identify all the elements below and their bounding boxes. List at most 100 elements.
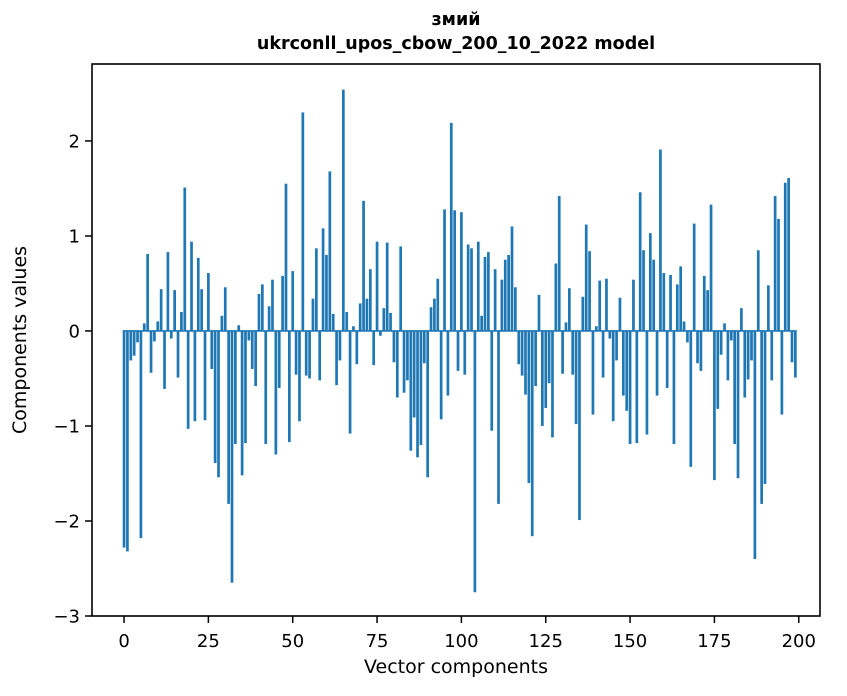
bar xyxy=(662,273,666,331)
bar xyxy=(706,290,710,331)
bar xyxy=(527,330,531,483)
bar xyxy=(126,330,129,552)
x-tick-label: 75 xyxy=(366,631,389,652)
bar xyxy=(773,196,777,331)
bar xyxy=(551,330,554,438)
bar xyxy=(267,306,271,331)
x-tick-label: 0 xyxy=(118,631,129,652)
bar xyxy=(783,182,787,331)
bar xyxy=(453,210,456,331)
bar xyxy=(207,273,210,331)
bar xyxy=(753,330,757,559)
bar xyxy=(328,171,332,331)
bar xyxy=(686,330,689,343)
bar xyxy=(433,298,436,331)
bar xyxy=(122,330,126,548)
bar xyxy=(571,330,575,375)
bar xyxy=(544,330,548,408)
bar xyxy=(530,330,534,537)
bar xyxy=(257,293,261,331)
bar xyxy=(675,284,679,331)
y-tick-label: −1 xyxy=(53,416,80,437)
bar xyxy=(288,330,291,443)
bar xyxy=(760,330,763,504)
bar xyxy=(547,330,551,384)
x-tick-label: 125 xyxy=(529,631,563,652)
bar xyxy=(497,330,500,504)
bar xyxy=(261,284,264,331)
bar xyxy=(335,330,338,386)
bar xyxy=(574,330,578,425)
bar xyxy=(500,279,504,331)
bar xyxy=(682,321,686,331)
bar xyxy=(183,187,187,331)
bar xyxy=(692,223,696,331)
bar xyxy=(176,330,180,378)
bar xyxy=(210,330,214,369)
bar xyxy=(331,313,335,331)
bar xyxy=(409,330,413,451)
bar xyxy=(780,330,784,415)
bar xyxy=(473,330,477,593)
bar xyxy=(426,330,430,478)
bar xyxy=(402,330,406,393)
bar xyxy=(503,259,507,331)
bar xyxy=(733,330,736,445)
bar xyxy=(750,330,753,361)
bar xyxy=(186,330,190,429)
x-tick-label: 200 xyxy=(782,631,816,652)
bar xyxy=(284,183,288,331)
bar xyxy=(274,330,278,455)
bar xyxy=(584,224,588,331)
bar xyxy=(375,241,379,331)
bar xyxy=(659,149,662,331)
chart-title: змий xyxy=(432,10,481,30)
bar xyxy=(605,278,608,331)
bar xyxy=(608,330,612,339)
bar xyxy=(483,256,487,331)
bar xyxy=(200,289,203,331)
y-tick-label: 2 xyxy=(69,131,80,152)
bar xyxy=(132,330,136,356)
y-tick-label: −2 xyxy=(53,511,80,532)
bar xyxy=(169,330,173,339)
bar xyxy=(136,330,139,343)
bar xyxy=(645,330,649,435)
y-tick-label: 1 xyxy=(69,226,80,247)
bar xyxy=(443,209,446,331)
y-tick-label: −3 xyxy=(53,607,80,628)
bar xyxy=(345,311,349,331)
bar xyxy=(230,330,234,583)
bar xyxy=(790,330,794,363)
bar xyxy=(611,330,615,422)
bar xyxy=(240,330,244,476)
bar xyxy=(632,279,635,331)
bar xyxy=(652,259,656,331)
bar xyxy=(655,330,659,396)
bar xyxy=(709,204,713,331)
bar xyxy=(534,330,537,387)
bar xyxy=(672,330,676,445)
bar xyxy=(419,330,423,445)
bar xyxy=(702,275,706,331)
x-tick-label: 150 xyxy=(613,631,647,652)
bar xyxy=(460,212,463,331)
bar xyxy=(716,330,720,409)
bar xyxy=(514,287,517,331)
bar xyxy=(537,294,541,331)
bar xyxy=(395,330,399,398)
bar xyxy=(338,330,342,361)
bar xyxy=(456,330,460,371)
bar xyxy=(787,178,790,331)
bar xyxy=(746,330,750,380)
bar xyxy=(446,330,450,396)
bar xyxy=(254,330,257,387)
bar xyxy=(163,330,166,389)
bar xyxy=(713,330,716,481)
bar xyxy=(271,279,274,331)
bar xyxy=(561,330,564,374)
bar xyxy=(399,246,403,331)
bar xyxy=(392,330,396,363)
bar xyxy=(625,330,629,411)
